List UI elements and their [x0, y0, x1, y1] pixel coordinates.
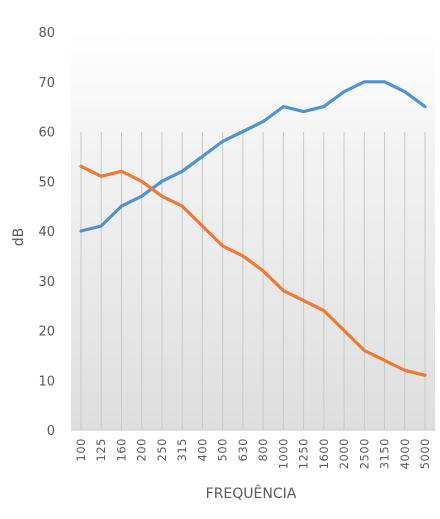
x-tick-label: 2500 — [357, 438, 371, 469]
x-tick-label: 1000 — [276, 438, 290, 469]
series-line-2 — [79, 164, 427, 377]
grid-lines — [71, 132, 436, 431]
x-tick-label: 400 — [195, 438, 209, 461]
x-tick-label: 125 — [94, 438, 108, 461]
x-tick-label: 800 — [256, 438, 270, 461]
x-tick-label: 1250 — [297, 438, 311, 469]
y-tick-label: 0 — [47, 424, 55, 439]
y-tick-label: 70 — [38, 76, 55, 91]
y-axis-label: dB — [11, 228, 27, 247]
y-tick-label: 80 — [38, 26, 55, 41]
series-lines — [79, 80, 427, 377]
y-axis-ticks: 0 10 20 30 40 50 60 70 80 — [38, 26, 55, 439]
series-line-1 — [79, 80, 427, 233]
x-tick-label: 100 — [74, 438, 88, 461]
x-axis-label: FREQUÊNCIA — [206, 484, 297, 502]
x-tick-label: 315 — [175, 438, 189, 461]
y-tick-label: 50 — [38, 175, 55, 190]
x-tick-label: 1600 — [317, 438, 331, 469]
x-axis-ticks: 100 125 160 200 250 315 400 500 630 800 1000 1250 16… — [74, 438, 432, 469]
y-tick-label: 30 — [38, 275, 55, 290]
x-tick-label: 500 — [216, 438, 230, 461]
x-tick-label: 630 — [236, 438, 250, 461]
x-tick-label: 3150 — [378, 438, 392, 469]
y-tick-label: 40 — [38, 225, 55, 240]
y-tick-label: 10 — [38, 374, 55, 389]
y-tick-label: 60 — [38, 126, 55, 141]
x-tick-label: 200 — [135, 438, 149, 461]
x-tick-label: 5000 — [418, 438, 432, 469]
x-tick-label: 250 — [155, 438, 169, 461]
x-tick-label: 4000 — [398, 438, 412, 469]
y-tick-label: 20 — [38, 325, 55, 340]
x-tick-label: 2000 — [337, 438, 351, 469]
x-tick-label: 160 — [114, 438, 128, 461]
plot-background — [71, 32, 435, 430]
